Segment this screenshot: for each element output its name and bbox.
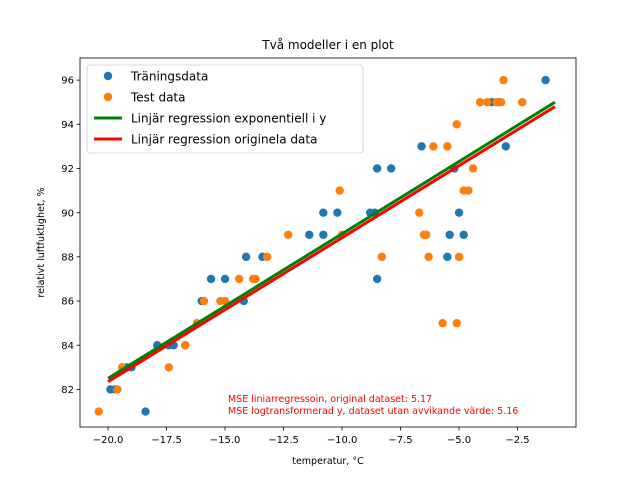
test-point <box>475 97 485 107</box>
test-point <box>517 97 527 107</box>
test-point <box>443 142 452 151</box>
training-point <box>459 230 468 239</box>
legend-marker <box>103 71 113 81</box>
y-axis-label: relativt luftfuktighet, % <box>36 187 47 297</box>
plot-frame <box>79 57 577 428</box>
y-tick-label: 86 <box>61 297 74 308</box>
chart-title: Två modeller i en plot <box>261 38 394 52</box>
test-point <box>199 296 209 306</box>
test-point <box>422 230 431 239</box>
legend-label: Linjär regression exponentiell i y <box>131 112 326 126</box>
training-point <box>372 274 382 284</box>
legend-label: Test data <box>130 91 185 105</box>
test-point <box>482 97 492 107</box>
x-tick-label: −12.5 <box>268 435 299 446</box>
training-point <box>319 208 328 217</box>
x-tick-label: −5.0 <box>447 435 471 446</box>
test-point <box>464 186 473 195</box>
training-point <box>501 142 511 151</box>
test-point <box>335 186 344 195</box>
test-point <box>181 341 190 350</box>
y-tick-label: 96 <box>61 76 74 87</box>
x-tick-label: −10.0 <box>327 435 358 446</box>
test-point <box>454 252 464 262</box>
test-point <box>113 385 122 394</box>
test-point <box>452 120 461 129</box>
y-tick-label: 82 <box>61 385 74 396</box>
legend-box <box>86 64 364 154</box>
test-point <box>94 407 103 416</box>
legend-label: Linjär regression originela data <box>131 133 317 147</box>
y-tick-label: 92 <box>61 164 74 175</box>
test-point <box>164 363 174 372</box>
training-point <box>141 407 150 416</box>
test-point <box>429 142 438 151</box>
test-point <box>415 208 424 217</box>
training-point <box>443 252 452 262</box>
x-tick-label: −20.0 <box>93 435 124 446</box>
training-point <box>372 164 382 173</box>
regression-line-original <box>107 105 556 383</box>
annotation-mse-log: MSE logtransformerad y, dataset utan avv… <box>228 406 518 417</box>
legend-label: Träningsdata <box>130 70 208 84</box>
y-tick-label: 84 <box>61 341 74 352</box>
annotation-mse-original: MSE liniarregressoin, original dataset: … <box>228 394 432 405</box>
test-point <box>468 164 478 173</box>
test-point <box>251 274 260 284</box>
test-point <box>234 274 244 284</box>
test-point <box>284 230 293 239</box>
legend-marker <box>103 92 113 102</box>
test-point <box>452 318 461 328</box>
training-point <box>319 230 328 239</box>
x-axis-label: temperatur, °C <box>292 456 364 467</box>
regression-line-exponential <box>107 100 556 380</box>
test-point <box>377 252 387 262</box>
test-point <box>424 252 433 262</box>
x-tick-label: −15.0 <box>210 435 241 446</box>
y-tick-label: 88 <box>61 252 74 263</box>
x-tick-label: −17.5 <box>151 435 182 446</box>
y-tick-label: 94 <box>61 120 74 131</box>
training-point <box>305 230 314 239</box>
training-point <box>445 230 454 239</box>
training-point <box>241 252 251 262</box>
test-point <box>438 318 447 328</box>
training-point <box>220 274 230 284</box>
training-point <box>417 142 426 151</box>
training-point <box>386 164 396 173</box>
training-point <box>206 274 216 284</box>
x-tick-label: −7.5 <box>388 435 412 446</box>
legend: Träningsdata Test data Linjär regression e… <box>86 64 364 154</box>
test-point <box>496 97 506 107</box>
test-point <box>499 75 508 85</box>
training-point <box>333 208 342 217</box>
y-tick-label: 90 <box>61 208 74 219</box>
training-point <box>541 75 550 85</box>
training-point <box>454 208 464 217</box>
test-point <box>262 252 272 262</box>
x-tick-label: −2.5 <box>505 435 529 446</box>
